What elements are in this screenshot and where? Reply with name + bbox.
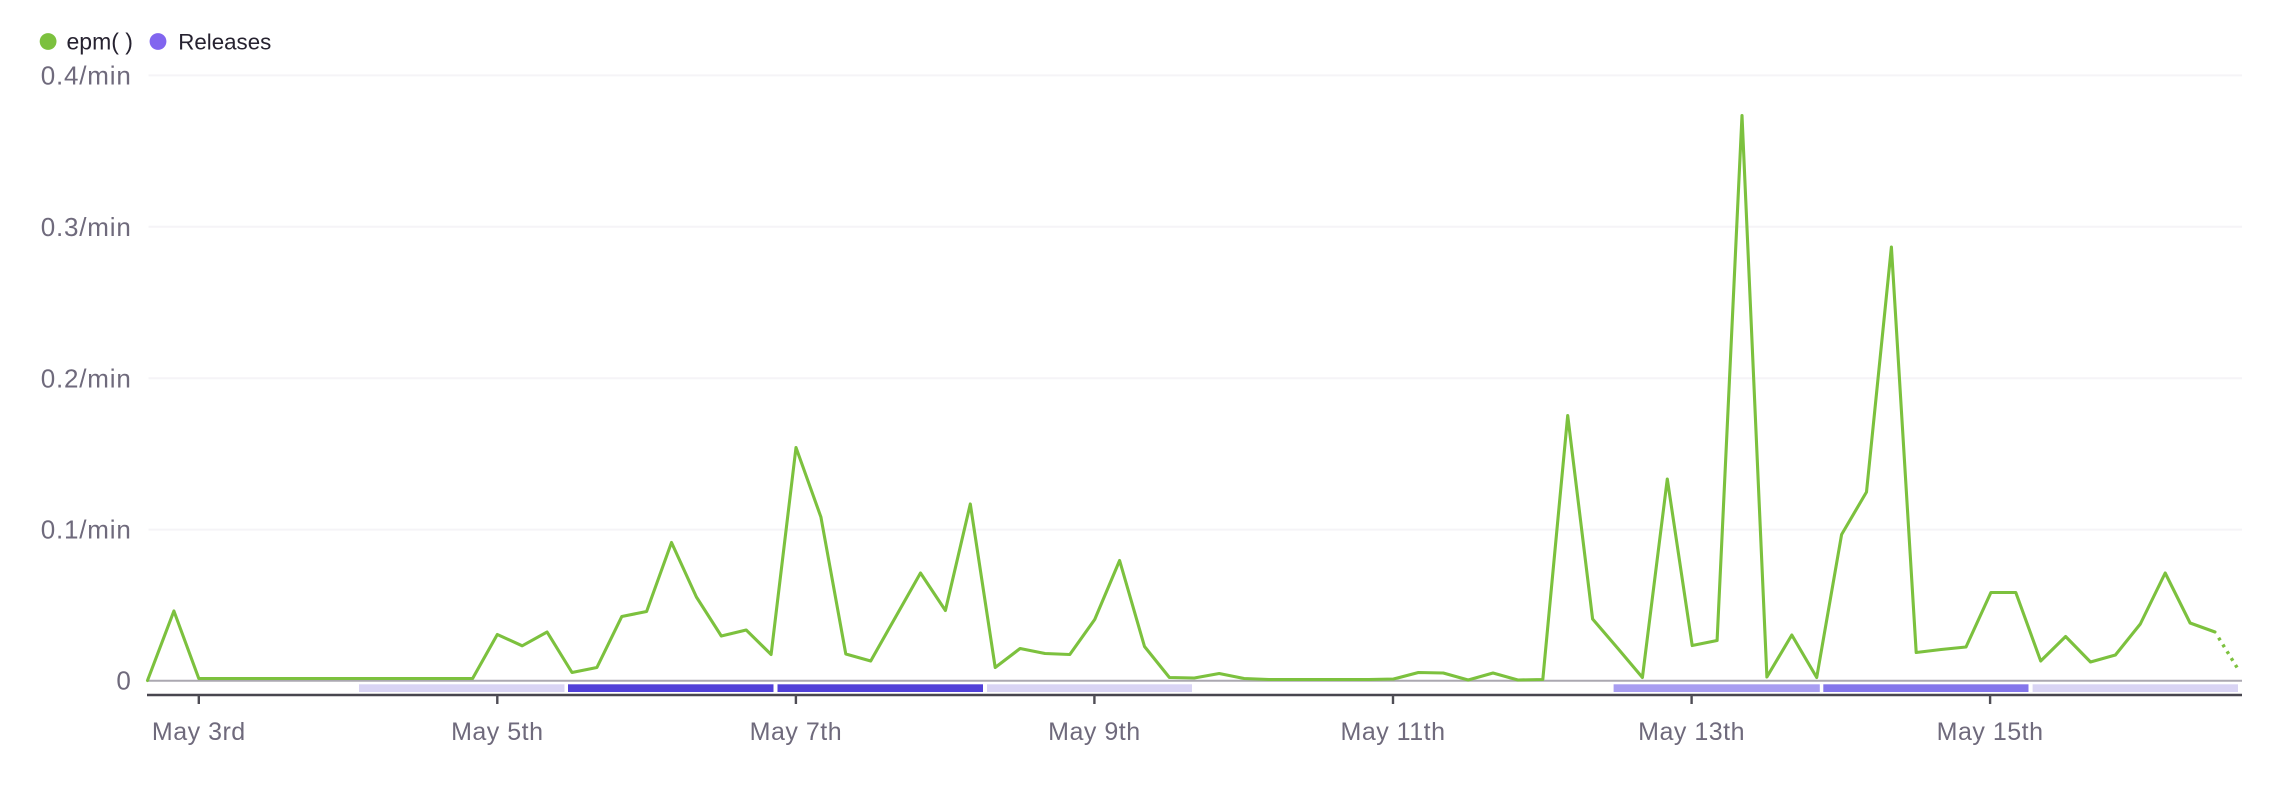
svg-text:0.4/min: 0.4/min (41, 61, 132, 91)
svg-text:May 7th: May 7th (750, 718, 842, 746)
svg-text:epm( ): epm( ) (67, 29, 133, 55)
svg-text:Releases: Releases (178, 30, 271, 55)
svg-text:0.2/min: 0.2/min (41, 363, 132, 393)
svg-text:May 11th: May 11th (1341, 718, 1446, 746)
svg-text:May 5th: May 5th (451, 718, 543, 746)
svg-text:May 3rd: May 3rd (152, 718, 246, 746)
svg-text:0.1/min: 0.1/min (41, 515, 132, 545)
svg-text:May 13th: May 13th (1638, 718, 1745, 746)
svg-text:0: 0 (116, 665, 131, 695)
svg-text:May 15th: May 15th (1937, 718, 2044, 746)
svg-text:0.3/min: 0.3/min (41, 212, 132, 242)
svg-text:May 9th: May 9th (1048, 718, 1140, 746)
